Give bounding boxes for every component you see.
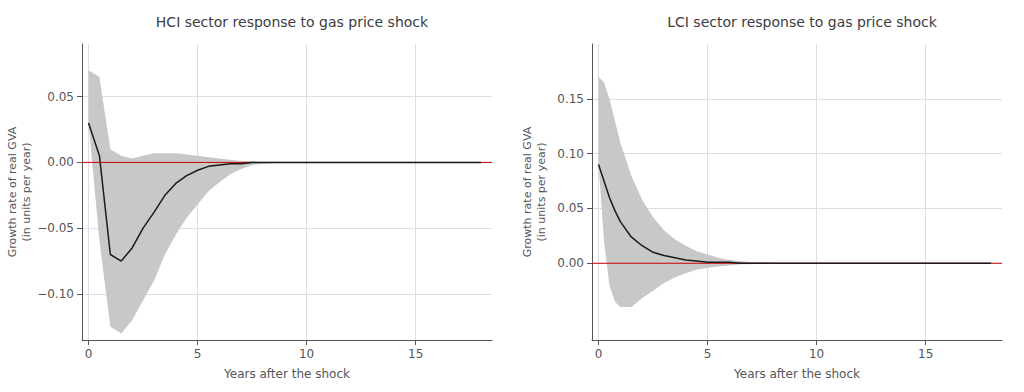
svg-text:5: 5 [704, 347, 712, 361]
svg-text:10: 10 [299, 347, 314, 361]
svg-text:−0.05: −0.05 [37, 221, 74, 235]
svg-text:Growth rate of real GVA: Growth rate of real GVA [6, 126, 19, 257]
svg-text:0.00: 0.00 [47, 155, 74, 169]
svg-text:0.05: 0.05 [557, 201, 584, 215]
svg-text:−0.10: −0.10 [37, 287, 74, 301]
svg-text:(in units per year): (in units per year) [20, 143, 33, 242]
svg-text:0.10: 0.10 [557, 147, 584, 161]
svg-text:Growth rate of real GVA: Growth rate of real GVA [521, 126, 534, 257]
svg-text:0.15: 0.15 [557, 92, 584, 106]
svg-text:0: 0 [85, 347, 93, 361]
svg-text:HCI sector response to gas pri: HCI sector response to gas price shock [156, 14, 429, 30]
svg-text:0.00: 0.00 [557, 256, 584, 270]
svg-text:5: 5 [194, 347, 202, 361]
svg-text:0: 0 [595, 347, 603, 361]
svg-text:15: 15 [408, 347, 423, 361]
svg-text:LCI sector response to gas pri: LCI sector response to gas price shock [667, 14, 937, 30]
svg-text:Years after the shock: Years after the shock [733, 367, 860, 381]
svg-text:(in units per year): (in units per year) [535, 143, 548, 242]
svg-text:15: 15 [918, 347, 933, 361]
svg-text:10: 10 [809, 347, 824, 361]
svg-text:0.05: 0.05 [47, 90, 74, 104]
svg-text:Years after the shock: Years after the shock [223, 367, 350, 381]
